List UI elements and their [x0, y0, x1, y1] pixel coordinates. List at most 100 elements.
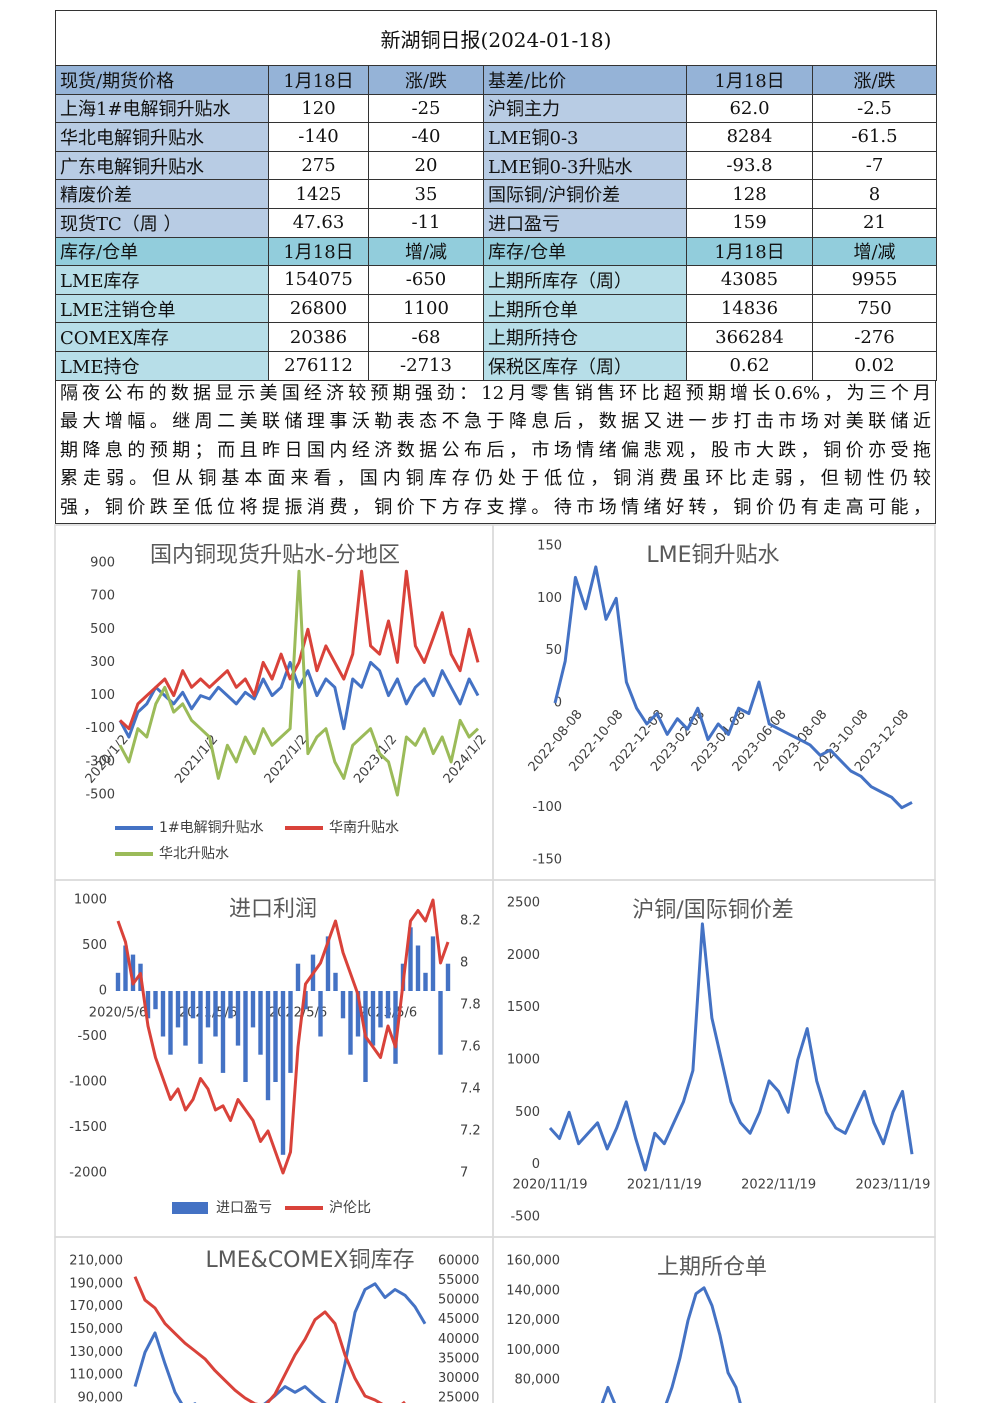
bar: [370, 991, 376, 1046]
legend-label: 华北升贴水: [159, 846, 229, 862]
row-label: 现货TC（周 ）: [55, 207, 269, 238]
cell-value: -68: [368, 322, 484, 352]
bar: [340, 991, 346, 1019]
bar: [123, 945, 128, 991]
bar: [423, 972, 428, 991]
cell-value: 275: [268, 150, 369, 181]
bar: [295, 963, 301, 991]
cell-value: 20386: [268, 322, 369, 352]
y-tick-label: 210,000: [69, 1254, 123, 1269]
y-tick-label: -300: [85, 754, 115, 769]
x-tick-label: 2023/5/6: [359, 1006, 417, 1021]
y-tick-label: 0: [99, 984, 107, 999]
chart-title: 上期所仓单: [657, 1255, 767, 1280]
y-tick-label: -500: [510, 1210, 540, 1225]
cell-value: 276112: [268, 350, 369, 381]
legend-label: 1#电解铜升贴水: [159, 820, 264, 836]
row-label: 进口盈亏: [483, 207, 687, 238]
cell-value: 20: [368, 150, 484, 181]
cell-value: 1425: [268, 179, 369, 209]
cell-value: 8: [811, 179, 938, 209]
y-tick-label: 1500: [507, 1000, 540, 1015]
chart-title: 国内铜现货升贴水-分地区: [150, 543, 400, 568]
bar: [198, 991, 203, 1064]
y-tick-label: -1000: [69, 1075, 107, 1090]
cell-value: 47.63: [268, 207, 369, 238]
bar: [333, 972, 338, 991]
commentary-line: 期降息的预期；而且昨日国内经济数据公布后，市场情绪偏悲观，股市大跌，铜价亦受拖: [60, 439, 931, 461]
cell-value: 0.62: [686, 350, 813, 381]
panel: [54, 524, 494, 881]
row-label: 保税区库存（周）: [483, 350, 687, 381]
cell-value: -650: [368, 265, 484, 295]
row-label: 上期所库存（周）: [483, 265, 687, 295]
y-tick-label: 45000: [438, 1312, 479, 1327]
panel: [492, 1236, 936, 1403]
header-row: 现货/期货价格 1月18日 涨/跌 基差/比价 1月18日 涨/跌: [55, 65, 938, 95]
x-tick-label: 2021/1/2: [172, 732, 221, 786]
y-tick-label: 50000: [438, 1293, 479, 1308]
bar: [385, 991, 391, 1019]
y-tick-label: -100: [85, 721, 115, 736]
y-tick-label: 25000: [438, 1391, 479, 1403]
data-row: 广东电解铜升贴水 275 20 LME铜0-3升贴水 -93.8 -7: [55, 150, 938, 181]
y-tick-label: 7: [460, 1166, 468, 1181]
y-tick-label: -500: [77, 1029, 107, 1044]
y-tick-label: 500: [82, 938, 107, 953]
cell-value: 35: [368, 179, 484, 209]
cell-value: 8284: [686, 122, 813, 152]
header-cell: 1月18日: [268, 65, 369, 95]
row-label: LME铜0-3升贴水: [483, 150, 687, 181]
x-tick-label: 2024/1/2: [441, 732, 490, 786]
bar: [318, 991, 323, 1037]
x-tick-label: 2020/1/2: [83, 732, 132, 786]
bar: [190, 991, 196, 1019]
x-tick-label: 2022/11/19: [741, 1178, 816, 1193]
data-row: LME注销仓单 26800 1100 上期所仓单 14836 750: [55, 293, 938, 324]
bar: [415, 945, 421, 991]
y-tick-label: -500: [85, 788, 115, 803]
bar: [288, 991, 293, 1073]
row-label: 沪铜主力: [483, 93, 687, 124]
x-tick-label: 2022/5/6: [269, 1006, 327, 1021]
y-tick-label: 1000: [507, 1053, 540, 1068]
x-tick-label: 2022/1/2: [262, 732, 311, 786]
row-label: COMEX库存: [55, 322, 269, 352]
series-line: [118, 660, 480, 739]
header-row: 库存/仓单 1月18日 增/减 库存/仓单 1月18日 增/减: [55, 236, 938, 267]
cell-value: 26800: [268, 293, 369, 324]
data-row: 精废价差 1425 35 国际铜/沪铜价差 128 8: [55, 179, 938, 209]
row-label: 上期所仓单: [483, 293, 687, 324]
table-title: 新湖铜日报(2024-01-18): [54, 10, 938, 66]
panel: [492, 879, 936, 1238]
bar: [310, 954, 316, 991]
y-tick-label: 80,000: [515, 1373, 561, 1388]
header-cell: 涨/跌: [811, 65, 938, 95]
data-row: 现货TC（周 ） 47.63 -11 进口盈亏 159 21: [55, 207, 938, 238]
row-label: 华北电解铜升贴水: [55, 122, 269, 152]
bar: [355, 991, 361, 1037]
y-tick-label: 7.2: [460, 1124, 481, 1139]
y-tick-label: 7.4: [460, 1082, 481, 1097]
row-label: 国际铜/沪铜价差: [483, 179, 687, 209]
x-tick-label: 2023-10-08: [811, 707, 871, 775]
header-cell: 1月18日: [268, 236, 369, 267]
row-label: LME注销仓单: [55, 293, 269, 324]
bar: [363, 991, 368, 1082]
y-tick-label: 160,000: [506, 1254, 560, 1269]
data-row: 华北电解铜升贴水 -140 -40 LME铜0-3 8284 -61.5: [55, 122, 938, 152]
cell-value: 14836: [686, 293, 813, 324]
legend-label: 进口盈亏: [216, 1200, 272, 1216]
header-cell: 基差/比价: [483, 65, 687, 95]
y-tick-label: 190,000: [69, 1276, 123, 1291]
chart-title: 进口利润: [229, 897, 317, 922]
bar: [228, 991, 233, 1019]
cell-value: 62.0: [686, 93, 813, 124]
bar: [250, 991, 256, 1028]
y-tick-label: 150: [537, 539, 562, 554]
header-cell: 库存/仓单: [483, 236, 687, 267]
header-cell: 库存/仓单: [55, 236, 269, 267]
commentary-line: 累走弱。但从铜基本面来看，国内铜库存仍处于低位，铜消费虽环比走弱，但韧性仍较: [60, 468, 931, 490]
row-label: 上期所持仓: [483, 322, 687, 352]
